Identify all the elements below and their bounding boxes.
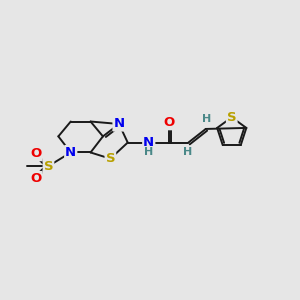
Text: O: O [30, 147, 42, 160]
Text: S: S [106, 152, 115, 165]
Text: H: H [182, 148, 192, 158]
Text: H: H [202, 114, 212, 124]
Text: N: N [65, 146, 76, 159]
Text: S: S [227, 111, 236, 124]
Text: O: O [30, 172, 42, 185]
Text: N: N [143, 136, 154, 149]
Text: H: H [144, 147, 153, 157]
Text: N: N [113, 118, 124, 130]
Text: O: O [163, 116, 174, 129]
Text: S: S [44, 160, 53, 172]
